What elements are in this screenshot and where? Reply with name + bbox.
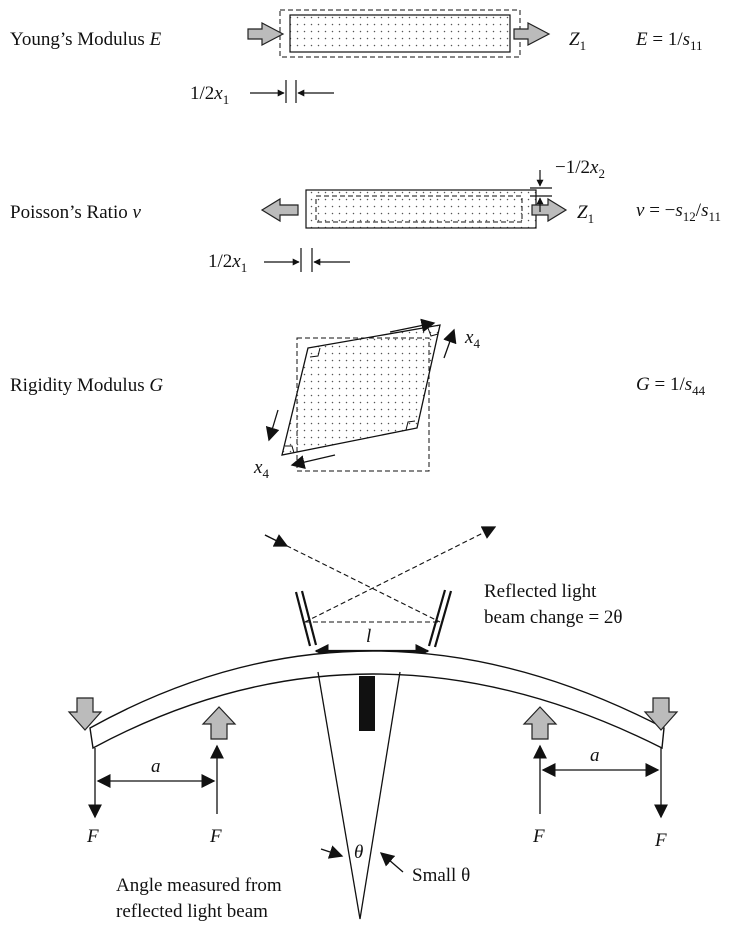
load-arrow-right-down [643,697,679,731]
poisson-axis-label: Z1 [577,202,594,226]
span-label: l [366,626,371,647]
reflected-label-line2: beam change = 2θ [484,607,623,628]
young-left-force-arrow [247,22,285,46]
young-axis-label: Z1 [569,29,586,53]
incident-beam-arrow [264,534,289,547]
rigidity-label: Rigidity Modulus G [10,375,163,396]
distance-label-left: a [151,756,161,777]
poisson-right-force-arrow [531,197,568,223]
distance-label-right: a [590,745,600,766]
angle-pointer-right [379,852,404,873]
poisson-lateral-label: −1/2x2 [555,157,605,181]
poisson-deformed-outline [315,195,523,223]
rigidity-shear-arrow-right [443,328,457,359]
load-arrow-left-down [67,697,103,731]
force-label-3: F [532,826,545,847]
young-label: Young’s Modulus E [10,29,162,50]
poisson-left-force-arrow [260,197,299,223]
angle-caption-line2: reflected light beam [116,901,268,922]
rigidity-section: Rigidity Modulus G x4 x4 G = 1/s44 [10,318,706,481]
mirror-left-b [300,590,318,646]
angle-triangle [317,671,401,920]
rigidity-corner-mark-4 [285,445,295,454]
poisson-section: Poisson’s Ratio v −1/2x2 Z1 v = −s12/s11… [10,157,721,275]
rigidity-shear-arrow-bottom [290,454,336,469]
young-specimen [289,14,511,53]
reflected-label-line1: Reflected light [484,581,597,602]
incident-beam [264,534,441,623]
mirror-right-b [433,590,453,648]
young-right-force-arrow [513,22,551,46]
angle-caption-line1: Angle measured from [116,875,282,896]
bending-section: Reflected light beam change = 2θ l θ Sma… [67,526,679,922]
rigidity-formula: G = 1/s44 [636,374,706,398]
force-label-4: F [654,830,667,851]
rigidity-sheared-specimen [281,324,441,456]
young-strain-label: 1/2x1 [190,83,229,107]
support-arrow-left-up [201,706,237,740]
rigidity-corner-mark-3 [405,420,416,431]
rigidity-shear-label-bottom: x4 [253,457,269,481]
rigidity-shear-label-top: x4 [464,327,480,351]
support-arrow-right-up [522,706,558,740]
rigidity-corner-mark-1 [309,347,321,358]
mirror-left-a [294,591,312,647]
young-section: Young’s Modulus E Z1 E = 1/s11 1/2x1 [10,9,703,107]
young-formula: E = 1/s11 [635,29,703,53]
reflected-beam [304,526,497,623]
poisson-strain-label: 1/2x1 [208,251,247,275]
poisson-formula: v = −s12/s11 [636,200,721,224]
rigidity-shear-arrow-top [389,318,436,333]
young-deformed-outline [279,9,521,58]
small-angle-label: Small θ [412,865,470,886]
center-support-block [359,676,375,731]
force-label-2: F [209,826,222,847]
angle-pointer-left [320,845,344,859]
poisson-label: Poisson’s Ratio v [10,202,141,223]
rigidity-shear-arrow-left [265,409,280,442]
mirror-right-a [427,589,447,647]
bent-beam [89,650,665,750]
force-label-1: F [86,826,99,847]
angle-label: θ [354,842,363,863]
